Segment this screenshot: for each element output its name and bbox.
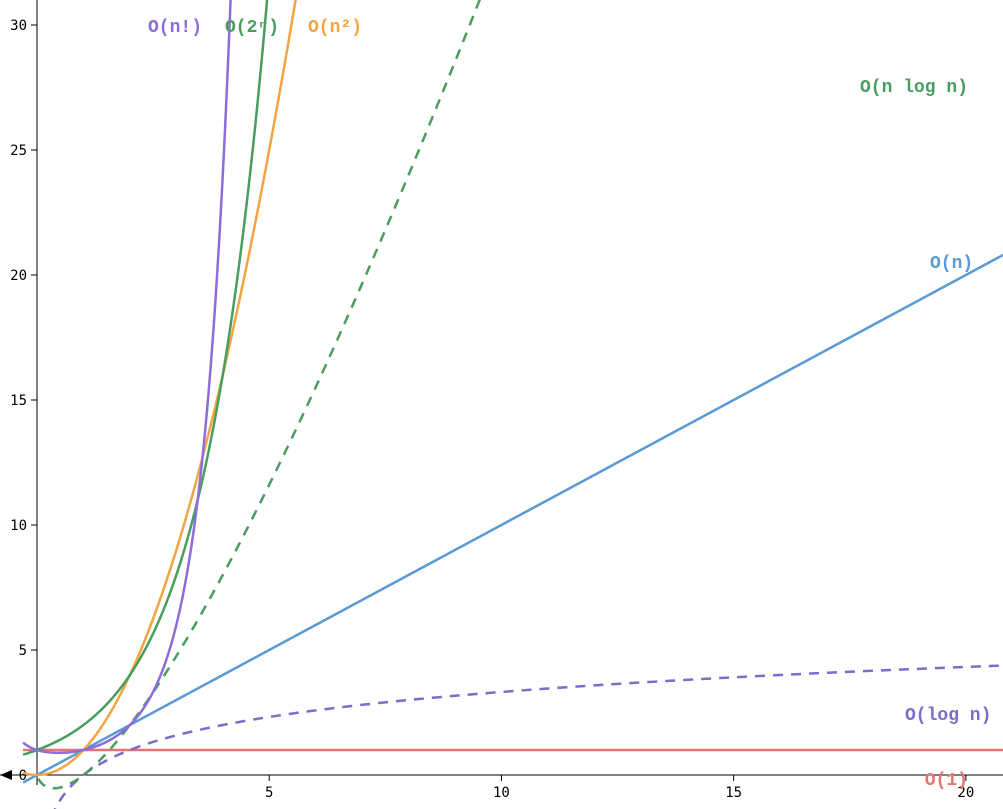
curve-O(n log n)	[38, 0, 1003, 788]
x-tick-label: 10	[493, 785, 510, 801]
curve-O(2^n)	[23, 0, 1003, 755]
label-O(n log n): O(n log n)	[860, 78, 968, 98]
label-O(n!): O(n!)	[148, 18, 202, 38]
y-tick-label: 5	[19, 643, 27, 659]
axes: 5101520051015202530	[0, 0, 1003, 801]
y-tick-label: 30	[10, 18, 27, 34]
x-tick-label: 15	[725, 785, 742, 801]
x-tick-label: 5	[265, 785, 273, 801]
y-tick-label: 10	[10, 518, 27, 534]
y-tick-label: 15	[10, 393, 27, 409]
label-O(1): O(1)	[925, 771, 968, 791]
y-tick-label: 25	[10, 143, 27, 159]
complexity-chart: 5101520051015202530 O(1)O(log n)O(n)O(n …	[0, 0, 1003, 809]
curve-O(n)	[23, 251, 1003, 783]
label-O(n²): O(n²)	[308, 18, 362, 38]
curves	[23, 0, 1003, 809]
label-O(log n): O(log n)	[905, 706, 991, 726]
label-O(2^n): O(2ⁿ)	[225, 18, 279, 38]
curve-O(n!)	[23, 0, 1003, 753]
curve-O(n²)	[23, 0, 1003, 775]
label-O(n): O(n)	[930, 254, 973, 274]
series-labels: O(1) O(log n) O(n) O(n log n) O(n²) O(2ⁿ) O(n!…	[148, 18, 991, 791]
curve-O(log n)	[38, 665, 1003, 809]
y-tick-label: 20	[10, 268, 27, 284]
